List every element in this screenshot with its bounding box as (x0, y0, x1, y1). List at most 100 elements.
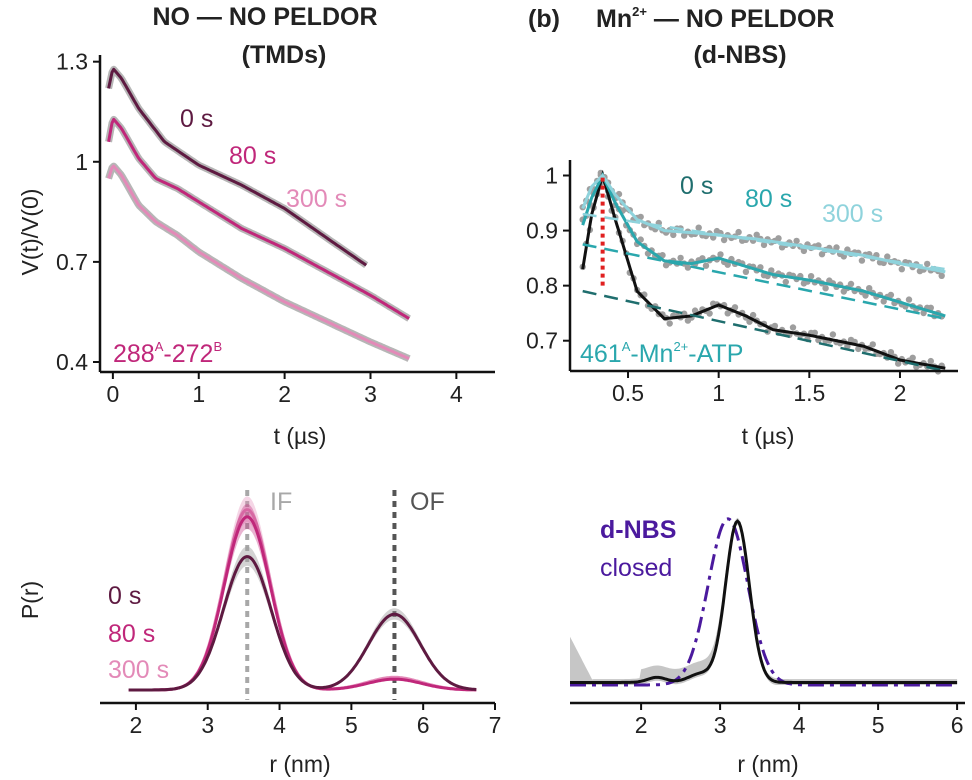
p1-ticks: 0 1 2 3 4 0.4 0.7 1 1.3 (56, 49, 463, 407)
p3-ticks: 2 3 4 5 6 7 (130, 703, 502, 738)
p2-xtick-label: 1 (712, 380, 725, 406)
p2-series-line-2 (581, 173, 946, 274)
p4-xtick-label: 5 (872, 712, 885, 738)
p2-data-point (742, 268, 750, 275)
p2-label-300s: 300 s (822, 200, 883, 228)
p3-xtick-label: 7 (489, 712, 502, 738)
p2-data-point (670, 231, 677, 239)
panel-top-right: 0.5 1 1.5 2 0.7 0.8 0.9 1 t (µs) 0 s 80 s 300 s… (526, 160, 958, 449)
p2-data-point (800, 247, 808, 255)
p2-data-point (789, 324, 797, 331)
p1-xtick-label: 2 (278, 381, 291, 407)
p1-data-bands (105, 65, 411, 362)
p2-data-point (887, 291, 895, 299)
p4-ticks: 2 3 4 5 6 (635, 703, 964, 738)
p2-ytick-label: 0.7 (526, 328, 558, 354)
p2-series-line-3 (582, 289, 946, 373)
p4-distributions (570, 517, 958, 687)
p2-data-point (866, 285, 873, 292)
p1-ytick-label: 1 (75, 149, 88, 175)
p2-data-point (887, 349, 895, 356)
title-a-line2: (TMDs) (242, 41, 327, 69)
p2-ytick-label: 1 (545, 163, 558, 189)
p2-series-line-1 (581, 171, 946, 318)
p1-xtick-label: 0 (106, 381, 119, 407)
p2-x-label: t (µs) (742, 423, 795, 449)
p2-ytick-label: 0.9 (526, 218, 558, 244)
p2-xtick-label: 2 (894, 380, 907, 406)
p2-data-point (895, 360, 902, 367)
p3-legend-300s: 300 s (108, 656, 169, 684)
p2-data-point (822, 285, 829, 292)
p2-data-point (720, 236, 728, 244)
panel-bottom-left: 2 3 4 5 6 7 r (nm) P(r) IF OF 0 s 80 s 300 s (17, 488, 501, 777)
p1-series-line-2 (107, 164, 410, 361)
p4-series-line-1 (570, 519, 958, 684)
p2-data-point (753, 231, 760, 238)
p2-data-point (735, 228, 742, 236)
p4-xtick-label: 4 (793, 712, 806, 738)
p4-xtick-label: 3 (714, 712, 727, 738)
p2-data-point (909, 354, 916, 361)
p2-data-point (818, 251, 826, 258)
panel-bottom-right: 2 3 4 5 6 r (nm) d-NBS closed (570, 516, 965, 777)
p2-data-point (905, 296, 913, 303)
p3-reference-lines (245, 490, 397, 700)
p3-series-line-1 (128, 515, 477, 692)
p2-xtick-label: 0.5 (612, 380, 644, 406)
p1-construct-label: 288A-272B (113, 339, 222, 368)
p4-legend-line1: d-NBS (600, 516, 676, 544)
p1-xtick-label: 3 (364, 381, 377, 407)
p3-legend-80s: 80 s (108, 620, 155, 648)
p1-label-300s: 300 s (286, 185, 347, 213)
p2-data-point (938, 272, 945, 279)
p2-data-point (760, 241, 768, 249)
p1-ytick-label: 0.7 (56, 249, 88, 275)
title-b: (b) Mn2+ — NO PELDOR (d-NBS) (528, 4, 834, 69)
p2-data-point (884, 253, 891, 260)
p2-data-point (833, 244, 840, 251)
title-a-line1: NO — NO PELDOR (152, 3, 377, 31)
p2-data-point (637, 213, 644, 221)
p2-data-point (677, 254, 684, 262)
title-b-mn-sup: 2+ (632, 4, 647, 19)
p2-label-0s: 0 s (680, 172, 713, 200)
p2-data-point (898, 266, 905, 273)
p1-y-label: V(t)/V(0) (17, 189, 43, 276)
p2-series-line-0 (581, 170, 946, 370)
title-b-mn: Mn (596, 5, 632, 33)
p2-series-line-5 (582, 212, 946, 271)
p3-ref-label-of: OF (410, 488, 445, 516)
p1-series-line-1 (107, 117, 410, 320)
p2-data-point (749, 311, 757, 319)
title-b-line2: (d-NBS) (693, 41, 786, 69)
p2-data-point (880, 298, 887, 305)
p2-data-point (858, 257, 866, 264)
p3-uncertainty-band-2 (128, 546, 477, 690)
p2-data-point (702, 262, 710, 269)
p1-fit-lines (107, 67, 410, 361)
panel-top-left: 0 1 2 3 4 0.4 0.7 1 1.3 t (µs) V(t)/V(0) 0 s 80 … (17, 49, 495, 449)
p3-xtick-label: 6 (417, 712, 430, 738)
p4-xtick-label: 2 (635, 712, 648, 738)
p2-data-point (927, 304, 934, 311)
p4-xtick-label: 6 (951, 712, 964, 738)
p2-fit-lines (581, 170, 946, 373)
p2-data-point (724, 261, 731, 268)
title-b-rest: — NO PELDOR (647, 5, 835, 33)
p2-data-point (924, 260, 931, 268)
p3-legend-0s: 0 s (108, 582, 141, 610)
p2-data-point (793, 237, 800, 245)
p1-label-0s: 0 s (180, 105, 213, 133)
p2-data-point (684, 264, 692, 271)
p3-ref-label-if: IF (270, 488, 292, 516)
p1-ytick-label: 0.4 (56, 349, 88, 375)
p3-distributions (128, 496, 477, 692)
p2-data-point (847, 280, 855, 288)
p1-xtick-label: 1 (192, 381, 205, 407)
title-a: NO — NO PELDOR (TMDs) (152, 3, 377, 69)
p4-legend-line2: closed (600, 554, 672, 582)
p3-series-line-2 (128, 555, 477, 692)
p2-data-point (695, 224, 702, 231)
